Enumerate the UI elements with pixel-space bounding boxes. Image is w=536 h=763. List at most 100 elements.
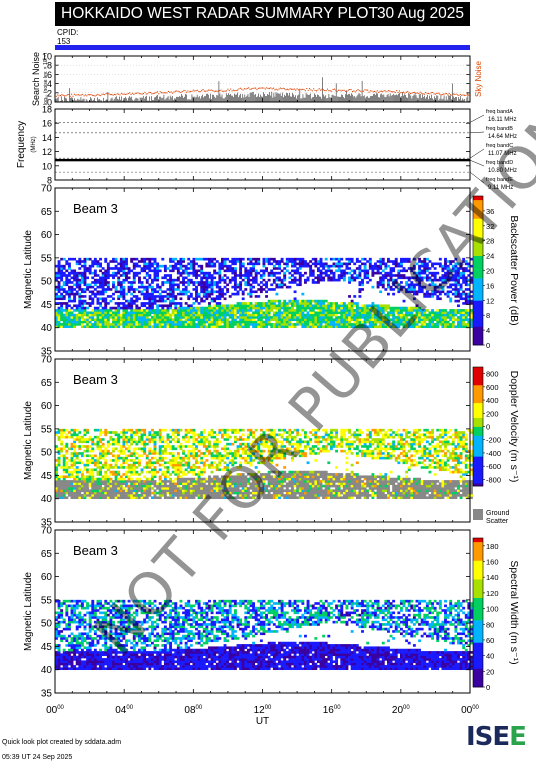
- velocity-cell: [91, 480, 95, 483]
- power-cell: [158, 323, 162, 326]
- power-cell: [101, 309, 105, 312]
- power-cell: [394, 262, 398, 266]
- power-cell: [125, 304, 128, 308]
- power-cell: [257, 325, 261, 329]
- power-cell: [104, 276, 108, 280]
- power-cell: [163, 274, 167, 277]
- power-cell: [117, 269, 121, 273]
- power-cell: [156, 290, 160, 294]
- power-cell: [176, 320, 180, 324]
- power-cell: [288, 320, 292, 324]
- power-cell: [239, 276, 243, 280]
- power-cell: [329, 271, 333, 275]
- velocity-cell: [101, 452, 105, 455]
- power-cell: [384, 320, 388, 324]
- power-cell: [441, 267, 445, 270]
- sky-noise-point: [87, 94, 89, 96]
- power-cell: [280, 285, 284, 289]
- power-cell: [239, 304, 243, 308]
- power-cell: [96, 311, 100, 315]
- velocity-cell: [161, 494, 165, 497]
- power-cell: [441, 274, 445, 277]
- velocity-cell: [117, 456, 121, 460]
- sky-noise-point: [212, 89, 214, 92]
- sky-noise-point: [76, 94, 78, 96]
- power-cell: [265, 320, 268, 324]
- power-axis-ytick-label: 50: [41, 277, 53, 288]
- velocity-cell: [109, 459, 113, 462]
- power-cell: [86, 257, 90, 261]
- power-cell: [171, 325, 175, 329]
- sky-noise-point: [65, 95, 67, 97]
- power-cell: [223, 311, 227, 315]
- velocity-cell: [65, 466, 69, 469]
- velocity-cell: [138, 494, 141, 497]
- power-cell: [67, 311, 71, 315]
- power-cell: [148, 306, 152, 310]
- power-cell: [379, 318, 383, 322]
- sky-noise-point: [187, 90, 189, 92]
- power-cell: [200, 288, 204, 291]
- power-cell: [340, 262, 344, 266]
- power-cell: [88, 267, 92, 270]
- power-cell: [80, 288, 84, 291]
- power-cell: [454, 276, 458, 280]
- power-cell: [309, 304, 313, 308]
- velocity-cell: [93, 461, 97, 465]
- power-cell: [298, 313, 302, 317]
- power-cell: [135, 313, 139, 317]
- power-cell: [109, 313, 113, 317]
- power-colorbar-segment: [473, 233, 483, 238]
- power-cell: [127, 311, 131, 315]
- power-cell: [202, 309, 206, 312]
- power-cell: [202, 306, 206, 310]
- power-cell: [112, 297, 115, 301]
- power-cell: [467, 299, 471, 303]
- velocity-cell: [57, 494, 61, 497]
- power-cell: [304, 264, 307, 268]
- power-cell: [70, 257, 74, 261]
- power-cell: [418, 313, 422, 317]
- velocity-cell: [119, 489, 123, 493]
- power-cell: [104, 278, 108, 282]
- sky-noise-point: [380, 90, 383, 92]
- power-cell: [433, 292, 437, 296]
- power-cell: [415, 325, 419, 329]
- power-cell: [348, 260, 351, 263]
- power-cell: [342, 309, 346, 312]
- power-cell: [99, 292, 102, 296]
- power-cell: [244, 309, 248, 312]
- power-cell: [353, 295, 357, 298]
- power-cell: [213, 290, 217, 294]
- power-cell: [415, 323, 419, 326]
- power-cell: [345, 271, 349, 275]
- velocity-cell: [153, 494, 157, 497]
- power-cell: [195, 271, 198, 275]
- power-cell: [358, 325, 362, 329]
- power-cell: [208, 292, 211, 296]
- power-cell: [298, 281, 302, 284]
- velocity-cell: [101, 494, 105, 497]
- power-cell: [267, 262, 271, 266]
- power-cell: [397, 271, 401, 275]
- sky-noise-point: [88, 94, 91, 96]
- velocity-cell: [122, 442, 126, 446]
- power-cell: [228, 281, 232, 284]
- power-cell: [130, 302, 134, 305]
- power-cell: [62, 290, 66, 294]
- velocity-cell: [140, 482, 144, 486]
- power-cell: [425, 292, 429, 296]
- power-cell: [298, 267, 302, 270]
- power-cell: [132, 264, 136, 268]
- velocity-cell: [67, 435, 71, 439]
- power-cell: [319, 325, 323, 329]
- power-cell: [418, 318, 422, 322]
- velocity-cell: [122, 466, 126, 469]
- power-cell: [78, 278, 82, 282]
- power-cell: [75, 292, 79, 296]
- power-cell: [358, 311, 362, 315]
- power-cell: [464, 325, 468, 329]
- power-cell: [389, 318, 393, 322]
- power-cell: [392, 313, 396, 317]
- sky-noise-point: [176, 90, 178, 92]
